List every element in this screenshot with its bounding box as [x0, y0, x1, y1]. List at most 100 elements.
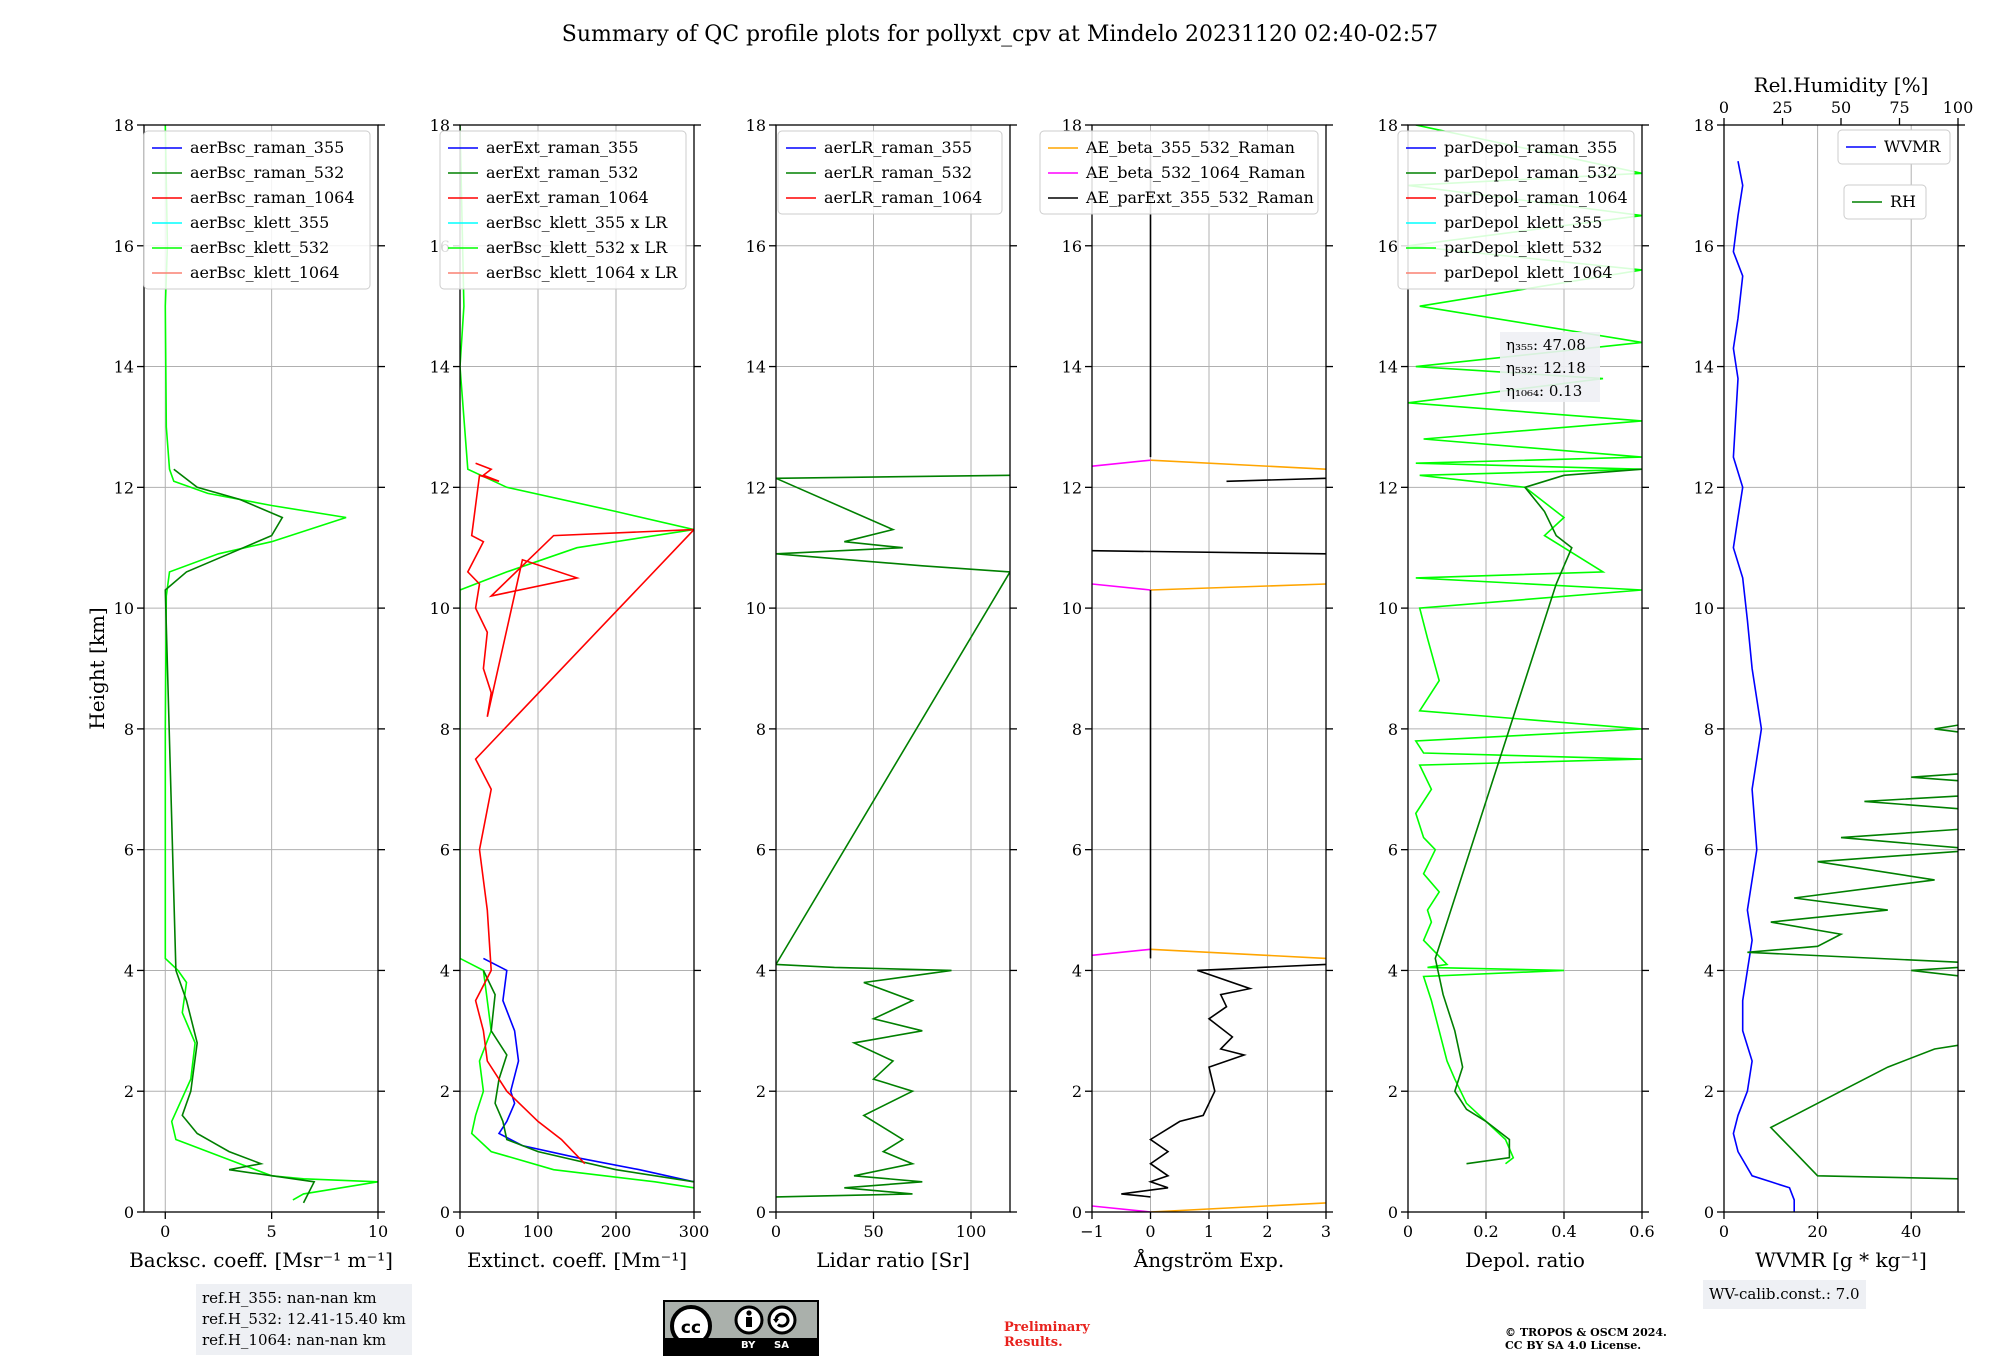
y-tick-label: 8 [1072, 720, 1082, 739]
y-tick-label: 8 [440, 720, 450, 739]
y-tick-label: 8 [124, 720, 134, 739]
x-tick-label: 0.4 [1551, 1222, 1576, 1241]
x-axis-label: Ångström Exp. [1133, 1247, 1284, 1272]
series-line-ae-beta-355-532-raman [1150, 459, 1326, 470]
series-line-aerext-raman-1064 [466, 462, 694, 1165]
y-axis-label: Height [km] [85, 607, 109, 729]
series-group [1732, 161, 1958, 1212]
legend-entry: aerBsc_raman_532 [190, 163, 344, 182]
legend: aerLR_raman_355 aerLR_raman_532 aerLR_rama… [777, 130, 1003, 215]
y-tick-label: 0 [1388, 1203, 1398, 1222]
y-tick-label: 6 [1704, 841, 1714, 860]
x-tick-label: −1 [1080, 1222, 1104, 1241]
axes-frame [775, 124, 1011, 1213]
y-tick-label: 8 [1704, 720, 1714, 739]
x-tick-label: 0 [1719, 1222, 1729, 1241]
legend: aerExt_raman_355 aerExt_raman_532 aerExt_r… [439, 130, 687, 290]
y-tick-label: 6 [1072, 841, 1082, 860]
series-group [460, 125, 694, 1189]
y-tick-label: 18 [430, 116, 450, 135]
legend-wvmr: WVMR [1837, 129, 1951, 165]
x-tick-label: 2 [1262, 1222, 1272, 1241]
ref-height-1064: ref.H_1064: nan-nan km [202, 1331, 387, 1349]
series-line-ae-beta-355-532-raman [1150, 1202, 1326, 1212]
y-tick-label: 14 [1062, 358, 1082, 377]
profile-panel-6: 0 2 4 6 8 10 12 14 16 18 0 20 40 WVMR [g * kg⁻¹] 0 25 50… [1694, 73, 1974, 1272]
legend-box [143, 130, 371, 290]
legend-entry: AE_parExt_355_532_Raman [1085, 188, 1314, 207]
x-tick-label: 3 [1321, 1222, 1331, 1241]
y-tick-label: 0 [756, 1203, 766, 1222]
top-x-axis-label: Rel.Humidity [%] [1754, 73, 1929, 97]
ref-height-532: ref.H_532: 12.41-15.40 km [202, 1310, 406, 1328]
y-tick-label: 10 [1694, 599, 1714, 618]
y-tick-label: 8 [1388, 720, 1398, 739]
x-tick-label: 0 [1145, 1222, 1155, 1241]
legend-box [1397, 130, 1635, 290]
preliminary-line1: Preliminary [1004, 1320, 1090, 1335]
eta-label: η₁₀₆₄: 0.13 [1506, 382, 1582, 400]
legend: aerBsc_raman_355 aerBsc_raman_532 aerBsc_r… [143, 130, 371, 290]
x-tick-label: 40 [1901, 1222, 1921, 1241]
legend-entry: AE_beta_532_1064_Raman [1085, 163, 1305, 182]
legend-entry: AE_beta_355_532_Raman [1085, 138, 1295, 157]
x-tick-label: 100 [956, 1222, 987, 1241]
top-x-tick-label: 75 [1889, 98, 1909, 117]
legend-entry: aerBsc_klett_1064 x LR [486, 263, 678, 282]
x-axis-label: Backsc. coeff. [Msr⁻¹ m⁻¹] [129, 1248, 393, 1272]
y-tick-label: 12 [114, 478, 134, 497]
axes-frame [1407, 124, 1643, 1213]
y-tick-label: 2 [756, 1082, 766, 1101]
legend-entry: RH [1890, 192, 1916, 211]
legend-entry: aerBsc_klett_355 [190, 213, 329, 232]
series-line-ae-beta-532-1064-raman [1092, 948, 1151, 957]
axes-frame [459, 124, 695, 1213]
legend-entry: aerLR_raman_532 [824, 163, 972, 182]
y-tick-label: 12 [1694, 478, 1714, 497]
x-tick-label: 20 [1807, 1222, 1827, 1241]
axes-frame [143, 124, 379, 1213]
y-tick-label: 4 [1072, 961, 1082, 980]
series-line-aerext-raman-532 [482, 970, 694, 1183]
series-group [164, 125, 378, 1204]
top-x-tick-label: 50 [1831, 98, 1851, 117]
y-tick-label: 14 [746, 358, 766, 377]
cc-license-badge[interactable]: cc BY SA [663, 1300, 819, 1356]
y-tick-label: 6 [124, 841, 134, 860]
series-line-aerlr-raman-532 [776, 474, 1010, 1198]
x-tick-label: 0 [455, 1222, 465, 1241]
x-tick-label: 100 [523, 1222, 554, 1241]
y-tick-label: 16 [114, 237, 134, 256]
y-tick-label: 14 [430, 358, 450, 377]
series-line-pardepol-raman-532 [1434, 468, 1642, 1165]
x-tick-label: 0.2 [1473, 1222, 1498, 1241]
x-tick-label: 1 [1204, 1222, 1214, 1241]
ref-height-355: ref.H_355: nan-nan km [202, 1289, 377, 1307]
axes-frame [1723, 124, 1959, 1213]
y-tick-label: 12 [1378, 478, 1398, 497]
legend-box [439, 130, 687, 290]
y-tick-label: 6 [1388, 841, 1398, 860]
legend-entry: aerLR_raman_355 [824, 138, 972, 157]
legend-box [1843, 184, 1927, 220]
legend-entry: parDepol_klett_532 [1444, 238, 1602, 257]
x-tick-label: 0 [1403, 1222, 1413, 1241]
legend-entry: parDepol_raman_532 [1444, 163, 1617, 182]
legend-entry: parDepol_raman_355 [1444, 138, 1617, 157]
profile-panel-2: 0246810121416180100200300Extinct. coeff.… [430, 116, 710, 1272]
legend-entry: parDepol_klett_355 [1444, 213, 1602, 232]
y-tick-label: 2 [440, 1082, 450, 1101]
copyright-line2: CC BY SA 4.0 License. [1505, 1339, 1642, 1352]
x-axis-label: Depol. ratio [1465, 1248, 1585, 1272]
top-x-tick-label: 25 [1772, 98, 1792, 117]
y-tick-label: 2 [1072, 1082, 1082, 1101]
legend-entry: aerBsc_klett_532 [190, 238, 329, 257]
y-tick-label: 18 [746, 116, 766, 135]
y-tick-label: 4 [124, 961, 134, 980]
legend-entry: aerBsc_klett_1064 [190, 263, 339, 282]
y-tick-label: 16 [1694, 237, 1714, 256]
series-line-ae-parext-355-532-raman [1121, 963, 1326, 1198]
eta-label: η₅₃₂: 12.18 [1506, 359, 1586, 377]
